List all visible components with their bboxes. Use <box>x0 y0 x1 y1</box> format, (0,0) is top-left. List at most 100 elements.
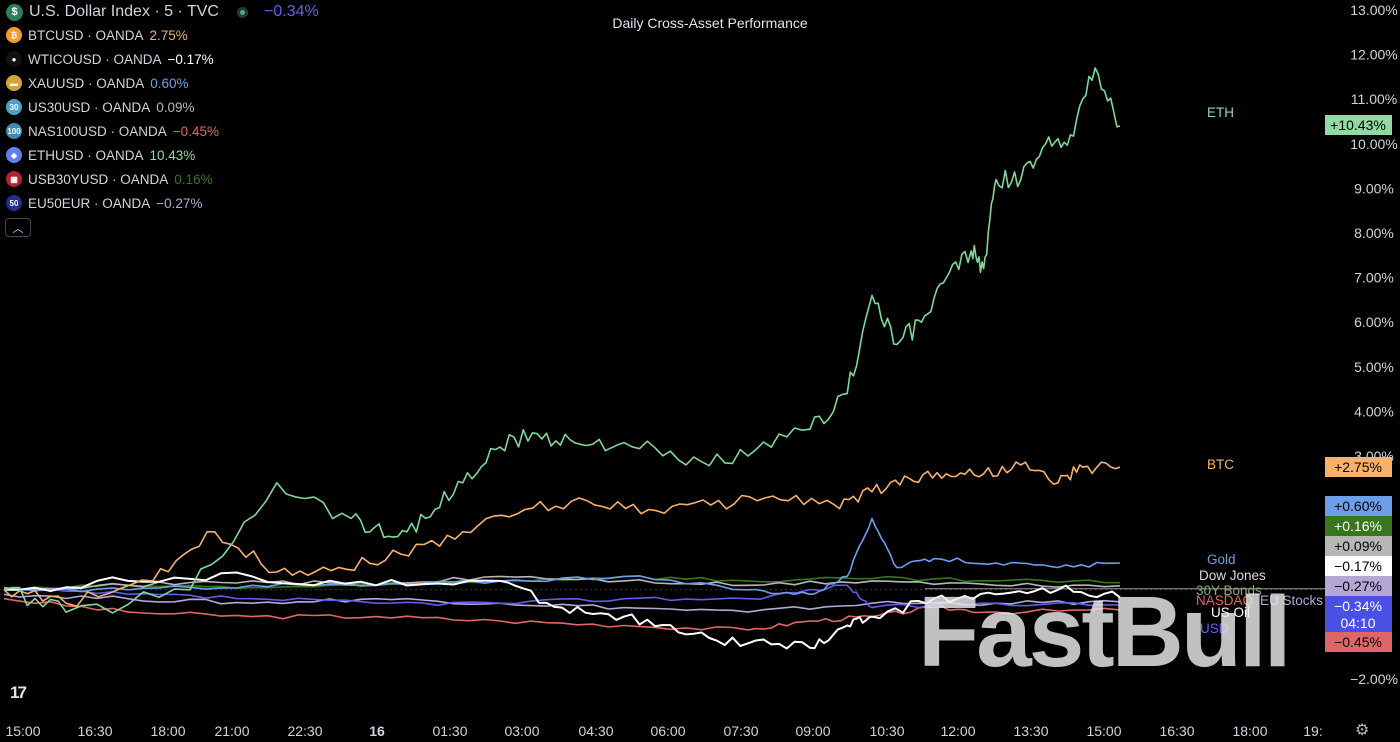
series-line-btc <box>3 461 1121 608</box>
gear-icon[interactable]: ⚙ <box>1355 722 1370 739</box>
x-tick-label: 19: <box>1303 723 1322 739</box>
axis-badge-time: 04:10 <box>1340 615 1375 631</box>
legend-symbol: USB30YUSD · OANDA <box>28 171 169 187</box>
x-tick-label: 04:30 <box>578 723 613 739</box>
x-tick-label: 07:30 <box>723 723 758 739</box>
legend-symbol: ETHUSD · OANDA <box>28 147 144 163</box>
main-symbol-label: U.S. Dollar Index · 5 · TVC <box>29 3 219 20</box>
asset-icon: 30 <box>6 99 22 115</box>
axis-badge <box>1325 457 1392 477</box>
legend-change: 0.16% <box>174 171 213 187</box>
axis-badge-text: +10.43% <box>1330 117 1386 133</box>
legend-row[interactable]: ● WTICOUSD · OANDA −0.17% <box>6 47 319 71</box>
legend-row[interactable]: 100 NAS100USD · OANDA −0.45% <box>6 119 319 143</box>
legend-symbol: NAS100USD · OANDA <box>28 123 167 139</box>
main-symbol-row[interactable]: $ U.S. Dollar Index · 5 · TVC −0.34% <box>6 2 319 22</box>
series-line-30y-bonds <box>4 575 1121 591</box>
axis-badge <box>1325 596 1392 632</box>
x-tick-label: 10:30 <box>869 723 904 739</box>
asset-icon: ▦ <box>6 171 22 187</box>
axis-badge-text: +2.75% <box>1334 459 1382 475</box>
axis-badge-text: −0.34% <box>1334 598 1382 614</box>
series-label: US Oil <box>1211 605 1250 620</box>
legend-change: −0.17% <box>167 51 214 67</box>
asset-icon: ● <box>6 51 22 67</box>
series-line-dow-jones <box>3 575 1121 591</box>
x-tick-label: 15:00 <box>1086 723 1121 739</box>
x-tick-label: 15:00 <box>5 723 40 739</box>
y-tick-label: 12.00% <box>1350 47 1397 63</box>
series-label: USD <box>1200 621 1229 636</box>
x-tick-label: 12:00 <box>940 723 975 739</box>
axis-badge <box>1325 115 1392 135</box>
legend-row[interactable]: ◆ ETHUSD · OANDA 10.43% <box>6 143 319 167</box>
y-tick-label: 11.00% <box>1351 91 1397 107</box>
legend-symbol: XAUUSD · OANDA <box>28 75 145 91</box>
axis-badge <box>1325 576 1392 596</box>
axis-badge-text: +0.09% <box>1334 538 1382 554</box>
series-label: Dow Jones <box>1199 568 1266 583</box>
x-tick-label: 16 <box>369 723 385 739</box>
series-line-eu-stocks <box>3 593 1121 613</box>
market-open-icon <box>236 6 248 18</box>
legend-change: 10.43% <box>149 147 196 163</box>
legend-row[interactable]: ₿ BTCUSD · OANDA 2.75% <box>6 23 319 47</box>
x-tick-label: 18:00 <box>1232 723 1267 739</box>
fastbull-watermark: FastBull <box>918 576 1291 688</box>
x-tick-label: 13:30 <box>1013 723 1048 739</box>
axis-badge <box>1325 496 1392 516</box>
axis-badge-text: +0.16% <box>1334 518 1382 534</box>
series-label: ETH <box>1207 105 1234 120</box>
y-tick-label: 5.00% <box>1354 359 1394 375</box>
legend-change: 2.75% <box>149 27 188 43</box>
axis-badge <box>1325 632 1392 652</box>
y-tick-label: 9.00% <box>1354 180 1394 196</box>
x-tick-label: 09:00 <box>795 723 830 739</box>
series-line-eth <box>3 67 1121 614</box>
main-change: −0.34% <box>263 3 319 20</box>
x-tick-label: 16:30 <box>1159 723 1194 739</box>
y-tick-label: 13.00% <box>1350 2 1397 18</box>
axis-badge <box>1325 536 1392 556</box>
series-label: EU Stocks <box>1260 593 1323 608</box>
x-tick-label: 21:00 <box>214 723 249 739</box>
series-line-nasdaq <box>3 597 1121 631</box>
asset-icon: 100 <box>6 123 22 139</box>
legend-row[interactable]: ▬ XAUUSD · OANDA 0.60% <box>6 71 319 95</box>
axis-badge-text: −0.27% <box>1334 578 1382 594</box>
series-label: Gold <box>1207 552 1236 567</box>
y-tick-label: 6.00% <box>1354 314 1394 330</box>
legend-symbol: EU50EUR · OANDA <box>28 195 151 211</box>
legend-row[interactable]: ▦ USB30YUSD · OANDA 0.16% <box>6 167 319 191</box>
legend-row[interactable]: 50 EU50EUR · OANDA −0.27% <box>6 191 319 215</box>
series-label: NASDAQ <box>1196 593 1253 608</box>
axis-badge <box>1325 516 1392 536</box>
legend-row[interactable]: 30 US30USD · OANDA 0.09% <box>6 95 319 119</box>
legend-change: −0.27% <box>156 195 203 211</box>
legend-change: 0.09% <box>156 99 195 115</box>
x-tick-label: 16:30 <box>77 723 112 739</box>
legend-symbol: WTICOUSD · OANDA <box>28 51 162 67</box>
series-line-usd <box>3 584 1121 609</box>
asset-icon: ₿ <box>6 27 22 43</box>
legend-symbol: US30USD · OANDA <box>28 99 151 115</box>
legend-change: −0.45% <box>172 123 219 139</box>
x-tick-label: 01:30 <box>432 723 467 739</box>
chart-title: Daily Cross-Asset Performance <box>612 15 808 31</box>
asset-icon: ◆ <box>6 147 22 163</box>
x-tick-label: 03:00 <box>504 723 539 739</box>
x-tick-label: 06:00 <box>650 723 685 739</box>
legend-change: 0.60% <box>150 75 189 91</box>
axis-badge <box>1325 556 1392 576</box>
asset-icon: 50 <box>6 195 22 211</box>
tradingview-logo-icon[interactable]: 17 <box>10 683 27 702</box>
axis-badge-text: −0.45% <box>1334 634 1382 650</box>
x-tick-label: 18:00 <box>150 723 185 739</box>
y-tick-label: 7.00% <box>1354 270 1394 286</box>
y-tick-label: 8.00% <box>1354 225 1394 241</box>
axis-badge-text: −0.17% <box>1334 558 1382 574</box>
x-tick-label: 22:30 <box>287 723 322 739</box>
chevron-up-icon[interactable]: ︿ <box>5 218 31 237</box>
asset-icon: ▬ <box>6 75 22 91</box>
